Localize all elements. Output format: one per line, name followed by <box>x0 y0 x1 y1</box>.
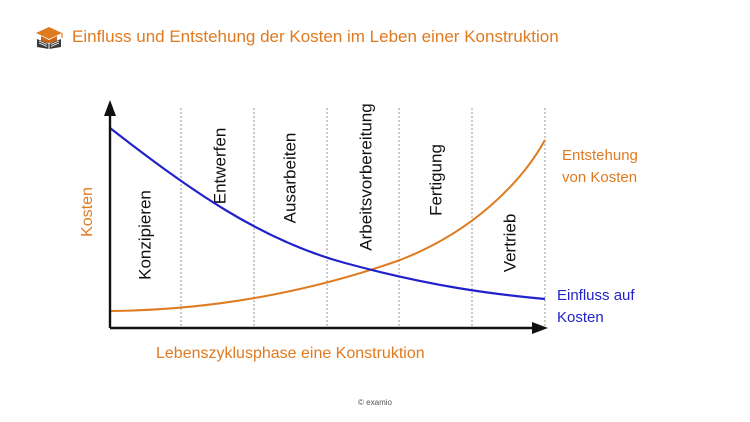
y-axis-arrow <box>104 100 116 116</box>
x-axis-arrow <box>532 322 548 334</box>
book-with-graduation-cap-icon <box>36 27 63 49</box>
emergence-label-line-2: von Kosten <box>562 169 637 186</box>
phase-label-arbeitsvorbereitung: Arbeitsvorbereitung <box>356 103 375 250</box>
page-header: Einfluss und Entstehung der Kosten im Le… <box>34 22 559 52</box>
phase-label-fertigung: Fertigung <box>426 144 445 216</box>
phase-dividers <box>180 108 546 328</box>
cost-influence-curve <box>109 127 546 301</box>
page-title: Einfluss und Entstehung der Kosten im Le… <box>72 27 559 46</box>
x-axis-label: Lebenszyklusphase eine Konstruktion <box>156 345 425 362</box>
phase-label-entwerfen: Entwerfen <box>210 128 229 205</box>
y-axis-label: Kosten <box>79 187 96 237</box>
copyright-notice: © examio <box>358 398 392 407</box>
influence-label-line-2: Kosten <box>557 309 604 326</box>
cost-emergence-curve <box>109 139 546 312</box>
emergence-label-line-1: Entstehung <box>562 147 638 164</box>
phase-label-konzipieren: Konzipieren <box>135 190 154 280</box>
influence-label-line-1: Einfluss auf <box>557 287 635 304</box>
axes <box>104 100 548 334</box>
phase-label-ausarbeiten: Ausarbeiten <box>280 133 299 224</box>
phase-label-vertrieb: Vertrieb <box>500 214 519 273</box>
